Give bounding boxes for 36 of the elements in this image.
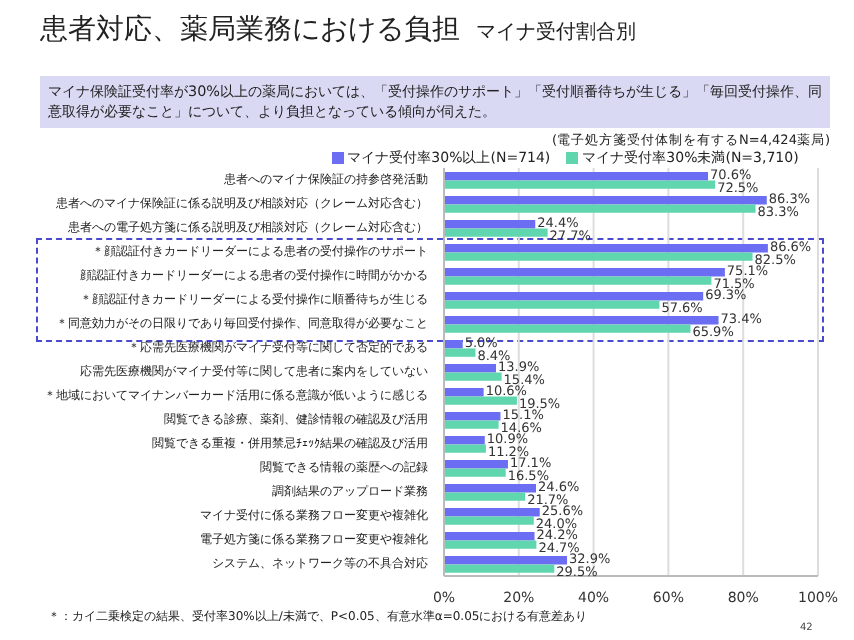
bar: [444, 372, 502, 381]
bar: [444, 292, 704, 301]
bar: [444, 180, 716, 189]
bar: [444, 252, 753, 261]
bar: [444, 172, 709, 181]
bar: [444, 508, 540, 517]
bar: [444, 492, 526, 501]
bar: [444, 244, 768, 253]
bar: [444, 444, 486, 453]
bar: [444, 460, 508, 469]
bar: [444, 468, 506, 477]
chart-title: 患者対応、薬局業務における負担: [40, 14, 460, 46]
bar: [444, 348, 476, 357]
bar: [444, 316, 719, 325]
bar: [444, 412, 501, 421]
bar: [444, 388, 484, 397]
bar: [444, 556, 568, 565]
bar: [444, 268, 725, 277]
bar: [444, 484, 536, 493]
bar: [444, 300, 660, 309]
bar: [444, 228, 548, 237]
bar: [444, 340, 463, 349]
bar: [444, 540, 537, 549]
chart-subtitle: マイナ受付割合別: [476, 22, 636, 44]
bar: [444, 532, 535, 541]
bar: [444, 276, 712, 285]
bar: [444, 204, 756, 213]
bar: [444, 324, 691, 333]
bar: [444, 196, 767, 205]
bar: [444, 516, 534, 525]
bar: [444, 220, 536, 229]
bar: [444, 364, 496, 373]
bar: [444, 420, 499, 429]
bar: [444, 396, 517, 405]
bar: [444, 436, 485, 445]
bar: [444, 564, 555, 573]
